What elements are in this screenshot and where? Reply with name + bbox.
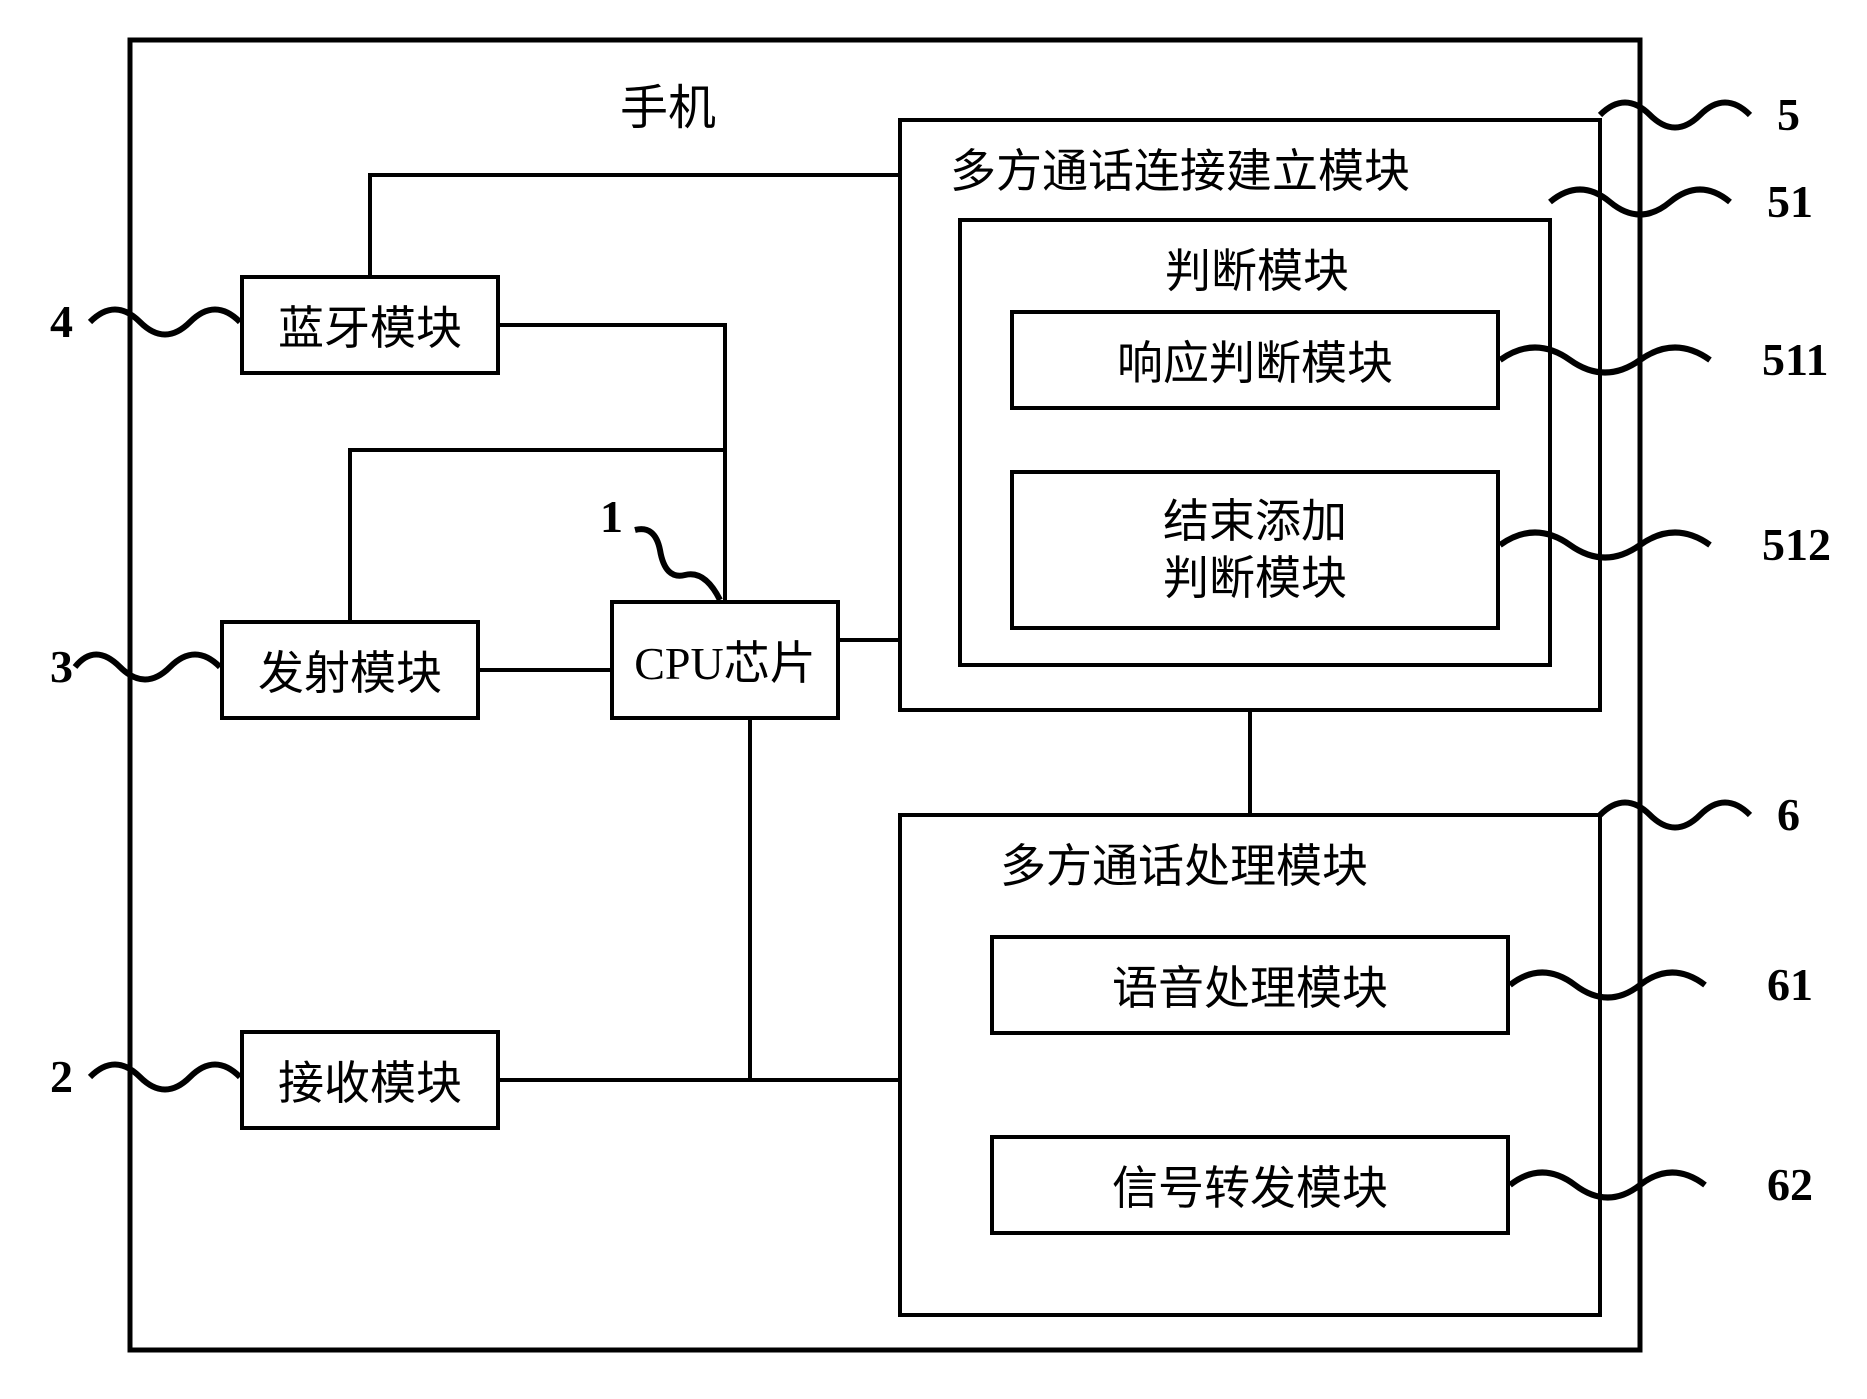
leader-4 — [90, 310, 240, 335]
bluetooth-module-box: 蓝牙模块 — [240, 275, 500, 375]
module6-title: 多方通话处理模块 — [1000, 830, 1368, 896]
module511-label: 响应判断模块 — [1117, 327, 1393, 393]
module62-label: 信号转发模块 — [1112, 1152, 1388, 1218]
ref-512: 512 — [1762, 518, 1831, 571]
module61-label: 语音处理模块 — [1112, 952, 1388, 1018]
conn-transmit-vert — [350, 450, 725, 620]
module512-box: 结束添加 判断模块 — [1010, 470, 1500, 630]
leader-1 — [635, 529, 720, 600]
module5-title: 多方通话连接建立模块 — [950, 135, 1410, 201]
cpu-chip-label: CPU芯片 — [634, 627, 815, 693]
module51-title: 判断模块 — [1165, 235, 1349, 301]
module512-label: 结束添加 判断模块 — [1163, 493, 1347, 608]
ref-5: 5 — [1777, 88, 1800, 141]
phone-title: 手机 — [620, 68, 716, 138]
ref-51: 51 — [1767, 175, 1813, 228]
ref-62: 62 — [1767, 1158, 1813, 1211]
leader-6 — [1600, 803, 1750, 828]
transmit-module-label: 发射模块 — [258, 637, 442, 703]
receive-module-label: 接收模块 — [278, 1047, 462, 1113]
leader-5 — [1600, 103, 1750, 128]
leader-62 — [1510, 1173, 1705, 1198]
ref-6: 6 — [1777, 788, 1800, 841]
module61-box: 语音处理模块 — [990, 935, 1510, 1035]
ref-3: 3 — [50, 640, 73, 693]
ref-4: 4 — [50, 295, 73, 348]
leader-511 — [1500, 348, 1710, 373]
ref-2: 2 — [50, 1050, 73, 1103]
conn-bluetooth-cpu — [500, 325, 725, 600]
leader-3 — [75, 655, 220, 680]
module512-line2: 判断模块 — [1163, 550, 1347, 608]
receive-module-box: 接收模块 — [240, 1030, 500, 1130]
module512-line1: 结束添加 — [1163, 493, 1347, 551]
ref-1: 1 — [600, 490, 623, 543]
ref-511: 511 — [1762, 333, 1828, 386]
transmit-module-box: 发射模块 — [220, 620, 480, 720]
diagram-canvas: 手机 蓝牙模块 发射模块 接收模块 CPU芯片 多方通话连接建立模块 判断模块 … — [20, 20, 1867, 1379]
leader-2 — [90, 1065, 240, 1090]
conn-bluetooth-module5 — [370, 175, 900, 275]
leader-51 — [1550, 190, 1730, 215]
bluetooth-module-label: 蓝牙模块 — [278, 292, 462, 358]
module511-box: 响应判断模块 — [1010, 310, 1500, 410]
module62-box: 信号转发模块 — [990, 1135, 1510, 1235]
leader-512 — [1500, 533, 1710, 558]
cpu-chip-box: CPU芯片 — [610, 600, 840, 720]
ref-61: 61 — [1767, 958, 1813, 1011]
leader-61 — [1510, 973, 1705, 998]
